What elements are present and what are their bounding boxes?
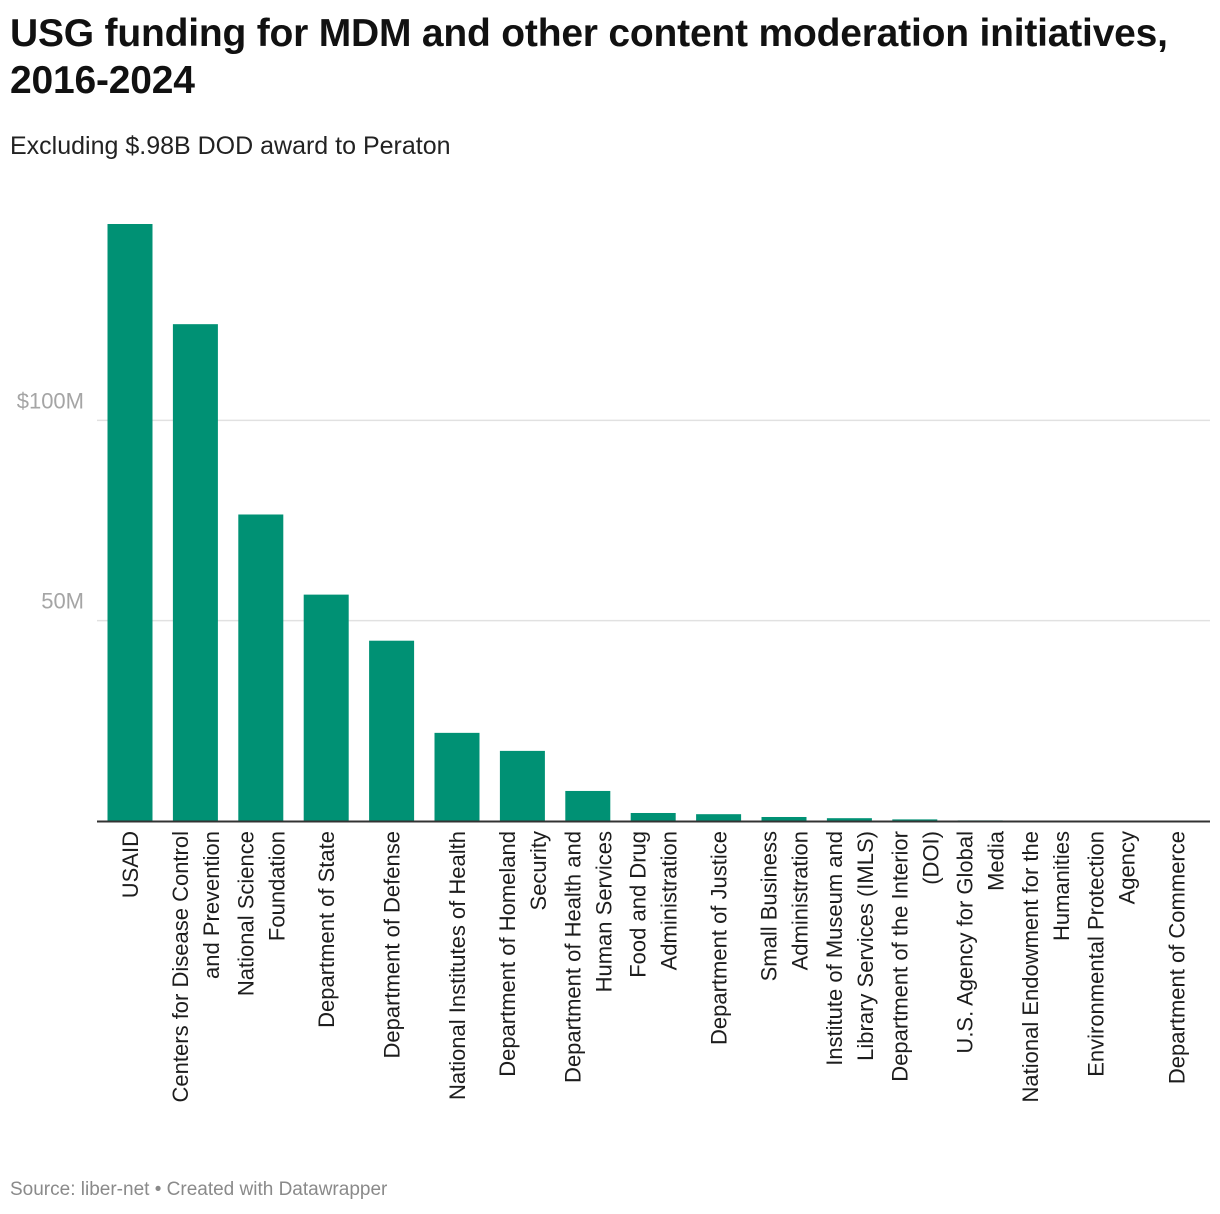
x-category-label: Small Business Administration [757, 831, 813, 981]
x-category-label-line: National Institutes of Health [445, 831, 470, 1100]
x-category-label-line: National Endowment for the [1018, 831, 1043, 1103]
x-category-label-line: Department of Justice [707, 831, 732, 1045]
source-label: Source: [10, 1179, 76, 1200]
x-category-label-line: Media [984, 830, 1009, 891]
x-category-label: Institute of Museum and Library Services … [822, 831, 878, 1066]
bar [826, 818, 872, 821]
x-category-label-line: Institute of Museum and [822, 831, 847, 1066]
x-category-label-line: Department of Commerce [1164, 831, 1189, 1084]
footer-separator: • [154, 1179, 162, 1200]
x-category-label-line: USAID [118, 831, 143, 898]
x-axis-labels: USAID Centers for Disease Control and Prev… [118, 830, 1189, 1102]
x-category-label: U.S. Agency for Global Media [953, 830, 1009, 1053]
x-category-label-line: Security [526, 831, 551, 910]
x-category-label: Department of Homeland Security [495, 831, 551, 1077]
chart-title: USG funding for MDM and other content mo… [10, 12, 1168, 102]
x-category-label: Department of State [314, 831, 339, 1028]
bars [107, 224, 1199, 822]
bar [238, 514, 284, 821]
x-category-label-line: and Prevention [199, 831, 224, 979]
x-category-label: Department of Commerce [1164, 831, 1189, 1084]
x-category-label-line: Administration [657, 831, 682, 970]
bar [499, 750, 545, 821]
x-category-label: National Institutes of Health [445, 831, 470, 1100]
y-tick-label: $100M [17, 388, 84, 413]
x-category-label-line: Food and Drug [626, 831, 651, 978]
bar [761, 816, 807, 821]
bar [434, 732, 480, 821]
x-category-label: National Endowment for the Humanities [1018, 831, 1074, 1103]
footer: Source: liber-net • Created with Datawra… [10, 1178, 387, 1202]
x-category-label-line: Humanities [1049, 831, 1074, 941]
bar [369, 640, 415, 821]
x-category-label-line: Human Services [591, 831, 616, 992]
bar [565, 790, 611, 821]
x-category-label-line: Department of State [314, 831, 339, 1028]
x-category-label-line: Department of the Interior [887, 831, 912, 1082]
x-category-label-line: Foundation [264, 831, 289, 941]
x-category-label: Department of the Interior (DOI) [887, 831, 943, 1082]
x-category-label-line: U.S. Agency for Global [953, 831, 978, 1054]
x-category-label-line: Environmental Protection [1084, 831, 1109, 1077]
bar [696, 814, 742, 821]
gridlines: 50M $100M [17, 388, 1210, 622]
source-name: liber-net [80, 1179, 150, 1200]
x-category-label: National Science Foundation [233, 831, 289, 996]
x-category-label: Department of Health and Human Services [560, 831, 616, 1083]
x-category-label: USAID [118, 831, 143, 898]
bar [172, 324, 218, 821]
x-category-label: Food and Drug Administration [626, 831, 682, 978]
x-category-label-line: Centers for Disease Control [168, 831, 193, 1102]
x-category-label-line: Small Business [757, 831, 782, 981]
bar [107, 224, 153, 822]
x-category-label: Environmental Protection Agency [1084, 831, 1140, 1077]
bar [892, 819, 938, 821]
x-category-label-line: Department of Homeland [495, 831, 520, 1077]
x-category-label-line: Administration [788, 831, 813, 970]
x-category-label: Department of Defense [380, 831, 405, 1058]
x-category-label-line: (DOI) [918, 831, 943, 885]
x-category-label-line: Agency [1115, 831, 1140, 904]
x-category-label-line: National Science [233, 831, 258, 996]
chart-subtitle: Excluding $.98B DOD award to Peraton [10, 132, 451, 160]
credit-label: Created with Datawrapper [166, 1179, 388, 1200]
bar [630, 812, 676, 821]
x-category-label: Department of Justice [707, 831, 732, 1045]
x-category-label-line: Department of Health and [560, 831, 585, 1083]
bar [303, 594, 349, 821]
y-tick-label: 50M [41, 589, 84, 614]
x-category-label-line: Library Services (IMLS) [853, 831, 878, 1061]
x-category-label-line: Department of Defense [380, 831, 405, 1058]
x-category-label: Centers for Disease Control and Preventio… [168, 831, 224, 1102]
